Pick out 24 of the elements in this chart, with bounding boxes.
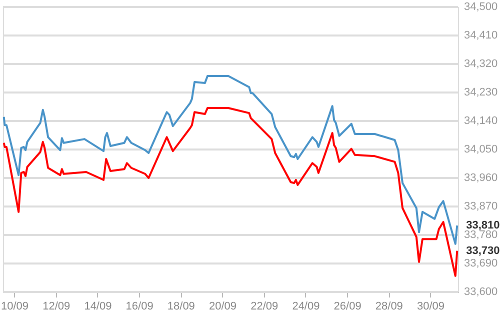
y-tick-label: 34,230: [464, 86, 498, 98]
y-tick-label: 34,320: [464, 58, 498, 70]
x-tick-label: 16/09: [126, 300, 154, 312]
y-tick-label: 33,870: [464, 200, 498, 212]
x-tick-label: 26/09: [334, 300, 362, 312]
y-tick-label: 34,140: [464, 115, 498, 127]
x-tick-label: 18/09: [167, 300, 195, 312]
x-tick-label: 14/09: [84, 300, 112, 312]
x-tick-label: 30/09: [417, 300, 445, 312]
y-tick-label: 34,500: [464, 1, 498, 13]
x-tick-label: 10/09: [1, 300, 29, 312]
y-tick-label: 33,690: [464, 258, 498, 270]
x-tick-label: 22/09: [250, 300, 278, 312]
y-tick-label: 33,960: [464, 172, 498, 184]
y-tick-label: 34,050: [464, 144, 498, 156]
annotation: 33,810: [466, 220, 500, 232]
x-tick-label: 12/09: [42, 300, 70, 312]
x-tick-label: 28/09: [375, 300, 403, 312]
y-tick-label: 33,600: [464, 286, 498, 298]
y-tick-label: 34,410: [464, 30, 498, 42]
y-tick-label: 33,780: [464, 229, 498, 241]
x-tick-label: 20/09: [209, 300, 237, 312]
x-tick-label: 24/09: [292, 300, 320, 312]
annotation: 33,730: [466, 244, 500, 257]
